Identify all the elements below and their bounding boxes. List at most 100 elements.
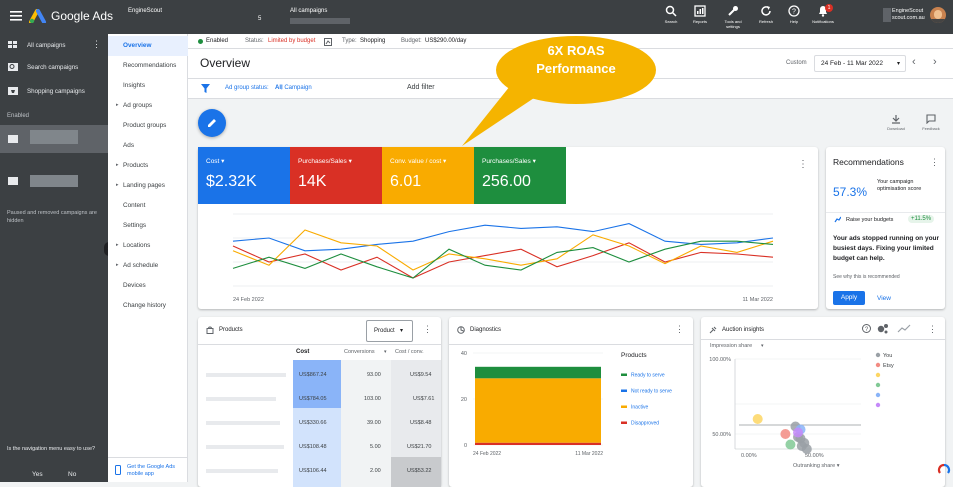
kpi-tile-purchases[interactable]: Purchases/Sales ▾ 14K [290, 147, 382, 204]
svg-text:?: ? [865, 327, 869, 333]
cell-cost-conv: US$9.54 [410, 372, 432, 378]
cell-conversions: 2.00 [370, 468, 381, 474]
next-period-icon[interactable]: › [933, 56, 937, 68]
card-menu-icon[interactable]: ⋮ [928, 324, 937, 334]
view-button[interactable]: View [877, 295, 891, 302]
menu-change-history[interactable]: Change history [123, 302, 166, 309]
help-icon[interactable]: ? [862, 324, 871, 333]
why-recommended-link[interactable]: See why this is recommended [833, 274, 900, 280]
avatar[interactable] [930, 7, 946, 23]
refresh-button[interactable]: Refresh [751, 5, 781, 24]
more-vert-icon[interactable]: ⋮ [92, 39, 101, 49]
mobile-app-link[interactable]: Get the Google Ads mobile app [127, 464, 176, 477]
menu-overview[interactable]: Overview [123, 42, 152, 49]
recommendations-card: Recommendations ⋮ 57.3% Your campaign op… [826, 147, 945, 309]
survey-yes-button[interactable]: Yes [32, 471, 43, 478]
menu-landing-pages[interactable]: Landing pages [123, 182, 165, 189]
filter-label[interactable]: Ad group status: [225, 85, 269, 91]
menu-settings[interactable]: Settings [123, 222, 147, 229]
menu-recommendations[interactable]: Recommendations [123, 62, 177, 69]
refresh-icon [761, 6, 771, 16]
menu-ad-schedule[interactable]: Ad schedule [123, 262, 159, 269]
filter-icon[interactable] [201, 84, 210, 93]
status-value[interactable]: Limited by budget [268, 38, 316, 44]
kpi-tile-purchases-2[interactable]: Purchases/Sales ▾ 256.00 [474, 147, 566, 204]
menu-content[interactable]: Content [123, 202, 146, 209]
campaign-item[interactable] [0, 170, 108, 192]
wrench-icon [728, 6, 738, 16]
overview-highlight [108, 36, 188, 56]
edit-fab-button[interactable] [198, 109, 226, 137]
top-bar: Google Ads EngineScout 5 All campaigns S… [0, 0, 953, 34]
survey-question: Is the navigation menu easy to use? [7, 446, 96, 452]
cell-cost-conv: US$53.22 [407, 468, 432, 474]
menu-products[interactable]: Products [123, 162, 149, 169]
custom-label: Custom [786, 60, 807, 66]
feedback-label: Feedback [922, 126, 940, 131]
page-menu: Overview Recommendations Insights Ad gro… [108, 34, 188, 482]
chart-icon[interactable] [324, 38, 332, 46]
bubble-chart-icon[interactable] [877, 323, 889, 334]
add-filter-button[interactable]: Add filter [407, 84, 435, 91]
campaign-item-selected[interactable] [0, 125, 108, 153]
nav-search-campaigns[interactable]: Search campaigns [0, 56, 108, 78]
menu-devices[interactable]: Devices [123, 282, 146, 289]
legend-swatch [621, 389, 627, 392]
download-icon [892, 115, 900, 124]
menu-ad-groups[interactable]: Ad groups [123, 102, 153, 109]
notifications-button[interactable]: Notifications 1 [808, 4, 838, 24]
budget-value[interactable]: US$290.00/day [425, 38, 467, 44]
menu-icon[interactable] [10, 11, 22, 23]
header-conversions[interactable]: Conversions [344, 349, 375, 355]
sort-icon[interactable]: ▾ [384, 349, 387, 355]
metric-dropdown[interactable]: Impression share [710, 343, 753, 349]
feedback-button[interactable]: Feedback [920, 114, 942, 131]
search-button[interactable]: Search [656, 5, 686, 24]
menu-ads[interactable]: Ads [123, 142, 135, 149]
reports-button[interactable]: Reports [685, 5, 715, 24]
help-button[interactable]: ? Help [779, 5, 809, 24]
assistant-widget-icon[interactable] [937, 463, 951, 477]
trend-chart-icon[interactable] [897, 324, 911, 333]
products-title: Products [219, 327, 243, 333]
tools-button[interactable]: Tools and settings [718, 5, 748, 29]
survey-no-button[interactable]: No [68, 471, 77, 478]
account-sub[interactable]: 5 [258, 16, 262, 22]
prev-period-icon[interactable]: ‹ [912, 56, 916, 68]
nav-all-campaigns[interactable]: All campaigns ⋮ [0, 34, 108, 56]
feedback-icon [926, 114, 936, 124]
callout-line2: Performance [536, 61, 615, 76]
raise-budget-label[interactable]: Raise your budgets [846, 217, 894, 223]
date-range-picker[interactable]: 24 Feb - 11 Mar 2022 ▾ [814, 55, 906, 72]
cell-conversions: 5.00 [370, 444, 381, 450]
kpi-tile-conv-value-cost[interactable]: Conv. value / cost ▾ 6.01 [382, 147, 474, 204]
card-menu-icon[interactable]: ⋮ [798, 159, 808, 170]
kpi-value: 256.00 [482, 173, 531, 190]
product-dropdown[interactable]: Product ▾ [366, 320, 413, 342]
status-label: Status: [245, 38, 264, 44]
expand-arrow-icon: ▸ [116, 262, 119, 268]
card-menu-icon[interactable]: ⋮ [930, 157, 939, 167]
card-menu-icon[interactable]: ⋮ [675, 324, 684, 334]
apply-button[interactable]: Apply [833, 291, 865, 305]
menu-insights[interactable]: Insights [123, 82, 146, 89]
kpi-tile-cost[interactable]: Cost ▾ $2.32K [198, 147, 290, 204]
optimisation-score: 57.3% [833, 185, 868, 199]
menu-product-groups[interactable]: Product groups [123, 122, 167, 129]
header-cost[interactable]: Cost [296, 349, 310, 355]
products-card: Products Product ▾ ⋮ Cost Conversions ▾ … [198, 317, 441, 487]
x-tick-label: 0.00% [741, 453, 757, 459]
header-cost-conv[interactable]: Cost / conv. [395, 349, 424, 355]
menu-locations[interactable]: Locations [123, 242, 151, 249]
nav-shopping-campaigns[interactable]: Shopping campaigns [0, 80, 108, 102]
google-ads-logo-icon [29, 9, 47, 25]
campaign-enabled[interactable]: Enabled [206, 38, 229, 44]
cell-cost-conv: US$21.70 [407, 444, 432, 450]
filter-value[interactable]: All [275, 85, 283, 91]
card-menu-icon[interactable]: ⋮ [423, 324, 432, 334]
account-name[interactable]: EngineScout [128, 8, 163, 14]
breadcrumb[interactable]: All campaigns [290, 8, 328, 14]
download-button[interactable]: Download [885, 114, 907, 131]
raise-budget-value: +11.5% [908, 215, 935, 223]
filter-extra[interactable]: ; Campaign [281, 85, 312, 91]
